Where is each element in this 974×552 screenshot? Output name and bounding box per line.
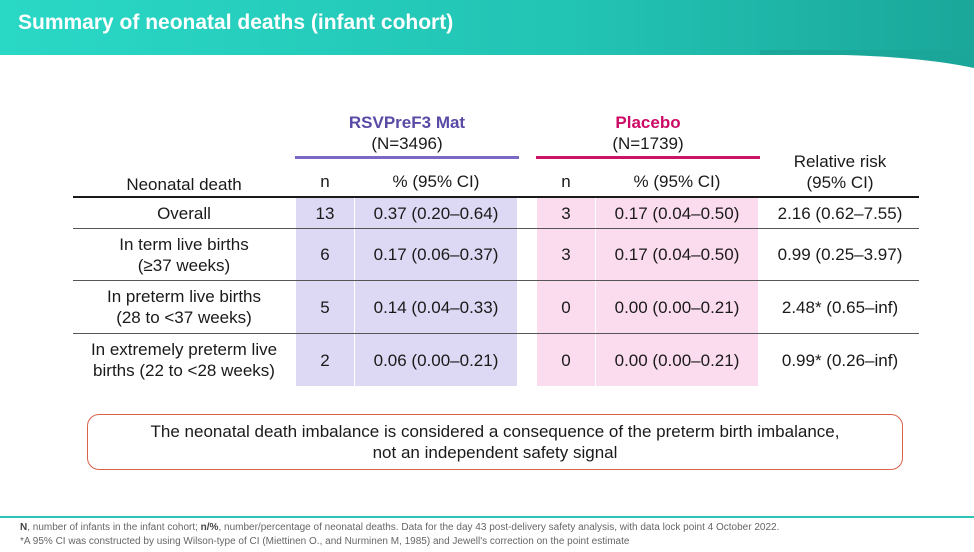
vaccine-n-cell: 2 — [320, 350, 330, 370]
placebo-n-cell: 3 — [561, 203, 571, 223]
vaccine-group-header: RSVPreF3 Mat (N=3496) — [295, 112, 519, 154]
relative-risk-ci-label: (95% CI) — [806, 173, 874, 192]
footer-divider — [0, 516, 974, 518]
placebo-pct-cell: 0.00 (0.00–0.21) — [614, 297, 740, 317]
vaccine-pct-cell: 0.06 (0.00–0.21) — [373, 350, 499, 370]
row-label-line1: Overall — [157, 203, 211, 223]
vaccine-pct-cell: 0.37 (0.20–0.64) — [373, 203, 499, 223]
footnote-key-n: N — [20, 522, 28, 533]
vaccine-n-cell: 5 — [320, 297, 330, 317]
banner-shape — [0, 0, 974, 68]
relative-risk-cell: 0.99* (0.26–inf) — [781, 350, 899, 370]
relative-risk-cell: 2.16 (0.62–7.55) — [777, 203, 903, 223]
placebo-pct-cell: 0.17 (0.04–0.50) — [614, 245, 740, 264]
row-label-preterm: In preterm live births (28 to <37 weeks) — [73, 281, 295, 333]
relative-risk-label: Relative risk — [793, 152, 887, 171]
row-label-line2: (≥37 weeks) — [137, 255, 231, 275]
vaccine-column-divider — [354, 197, 355, 386]
placebo-group-n: (N=1739) — [612, 134, 684, 153]
placebo-group-name: Placebo — [615, 113, 681, 132]
conclusion-note-line1: The neonatal death imbalance is consider… — [150, 422, 840, 441]
row-label-line2: (28 to <37 weeks) — [116, 308, 252, 327]
row-label-extremely-preterm: In extremely preterm live births (22 to … — [73, 334, 295, 386]
footnote-text-pct: , number/percentage of neonatal deaths. … — [218, 522, 780, 533]
conclusion-note-line2: not an independent safety signal — [372, 443, 618, 462]
placebo-pct-cell: 0.00 (0.00–0.21) — [614, 350, 740, 370]
page-title: Summary of neonatal deaths (infant cohor… — [18, 11, 454, 34]
footnote-key-pct: n/% — [200, 522, 219, 533]
placebo-n-cell: 0 — [561, 350, 571, 370]
placebo-group-header: Placebo (N=1739) — [536, 112, 760, 154]
row-label-line2: births (22 to <28 weeks) — [93, 361, 275, 380]
conclusion-note: The neonatal death imbalance is consider… — [87, 414, 903, 470]
relative-risk-header: Relative risk (95% CI) — [762, 151, 918, 193]
footnote-text-n: , number of infants in the infant cohort… — [27, 522, 201, 533]
vaccine-pct-cell: 0.14 (0.04–0.33) — [373, 297, 499, 317]
placebo-group-underline — [536, 156, 760, 159]
table-header-rule — [73, 196, 919, 198]
row-label-line1: In preterm live births — [107, 287, 261, 306]
column-header-vaccine-pct: % (95% CI) — [392, 172, 480, 191]
column-header-category: Neonatal death — [126, 175, 242, 194]
vaccine-group-name: RSVPreF3 Mat — [348, 113, 466, 132]
vaccine-group-underline — [295, 156, 519, 159]
column-header-placebo-n: n — [561, 172, 571, 191]
placebo-n-cell: 3 — [561, 245, 571, 264]
row-label-term: In term live births (≥37 weeks) — [73, 229, 295, 280]
header-banner: Summary of neonatal deaths (infant cohor… — [0, 0, 974, 68]
placebo-pct-cell: 0.17 (0.04–0.50) — [614, 203, 740, 223]
row-label-overall: Overall — [73, 198, 295, 228]
vaccine-n-cell: 13 — [315, 203, 335, 223]
vaccine-group-n: (N=3496) — [371, 134, 443, 153]
footnote-definitions: N, number of infants in the infant cohor… — [20, 522, 779, 533]
column-header-vaccine-n: n — [320, 172, 330, 191]
row-rule-3 — [73, 333, 919, 334]
relative-risk-cell: 0.99 (0.25–3.97) — [777, 245, 903, 264]
row-label-line1: In extremely preterm live — [90, 340, 278, 359]
row-rule-2 — [73, 280, 919, 281]
row-label-line1: In term live births — [119, 234, 249, 254]
relative-risk-cell: 2.48* (0.65–inf) — [781, 297, 899, 317]
footnote-ci-method: *A 95% CI was constructed by using Wilso… — [20, 536, 630, 547]
vaccine-pct-cell: 0.17 (0.06–0.37) — [373, 245, 499, 264]
placebo-n-cell: 0 — [561, 297, 571, 317]
placebo-column-divider — [595, 197, 596, 386]
row-rule-1 — [73, 228, 919, 229]
column-header-placebo-pct: % (95% CI) — [633, 172, 721, 191]
vaccine-n-cell: 6 — [320, 245, 330, 264]
